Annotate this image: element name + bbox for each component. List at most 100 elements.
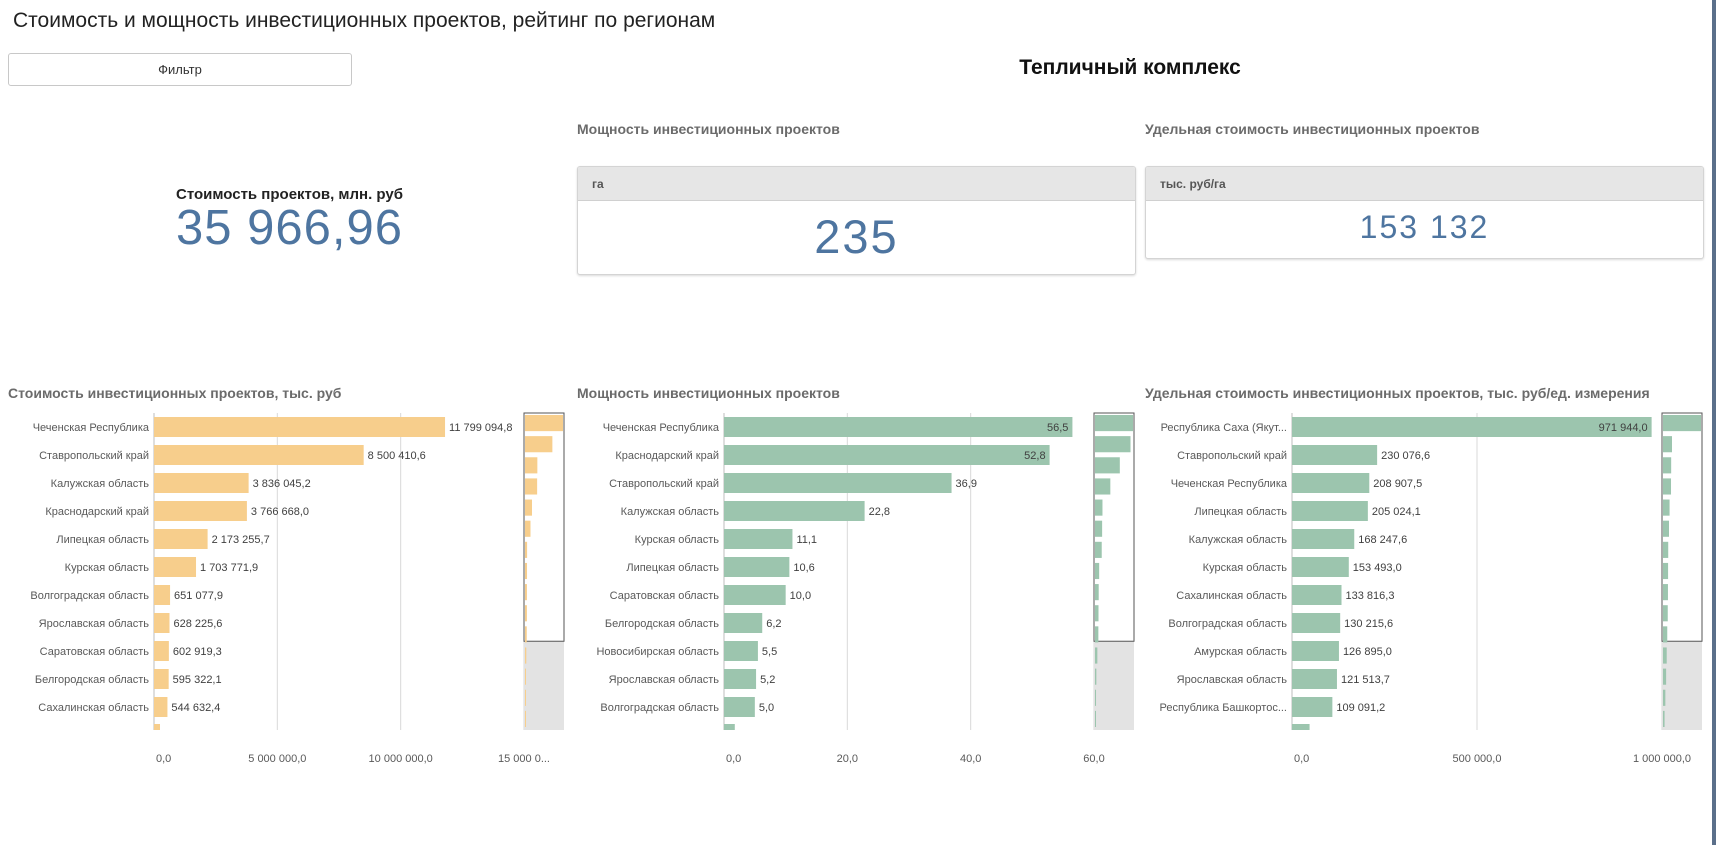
category-label: Ярославская область xyxy=(39,618,150,630)
bar[interactable] xyxy=(154,529,208,549)
minimap-bar xyxy=(525,415,563,432)
filter-button[interactable]: Фильтр xyxy=(8,53,352,86)
data-label: 121 513,7 xyxy=(1341,674,1390,686)
cost-chart-title: Стоимость инвестиционных проектов, тыс. … xyxy=(8,385,342,401)
unit-cost-kpi-card: тыс. руб/га 153 132 xyxy=(1145,166,1704,259)
bar[interactable] xyxy=(1292,613,1341,633)
bar[interactable] xyxy=(724,697,755,717)
bar[interactable] xyxy=(724,669,757,689)
data-label: 2 173 255,7 xyxy=(212,534,270,546)
data-label: 5,0 xyxy=(759,702,774,714)
data-label: 130 215,6 xyxy=(1344,618,1393,630)
data-label: 11 799 094,8 xyxy=(449,422,512,434)
bar[interactable] xyxy=(724,529,793,549)
minimap-bar xyxy=(525,541,528,558)
minimap-bar xyxy=(525,499,532,516)
data-label: 133 816,3 xyxy=(1346,590,1395,602)
bar[interactable] xyxy=(1292,641,1339,661)
data-label: 5,5 xyxy=(762,646,777,658)
capacity-bar-chart[interactable]: 0,0 20,0 40,0 60,0 Чеченская Республика 56,5 К… xyxy=(568,405,1138,775)
bar[interactable] xyxy=(1292,501,1368,521)
minimap-bar xyxy=(525,584,527,601)
capacity-kpi-unit: га xyxy=(578,167,1135,201)
bar[interactable] xyxy=(724,613,763,633)
data-label: 3 766 668,0 xyxy=(251,506,309,518)
minimap-bar xyxy=(525,436,553,453)
minimap-bar xyxy=(1663,499,1670,516)
category-label: Липецкая область xyxy=(1194,506,1287,518)
bar-partial xyxy=(154,724,160,730)
minimap-bar xyxy=(525,710,526,727)
bar[interactable] xyxy=(1292,669,1337,689)
cost-kpi-label: Стоимость проектов, млн. руб xyxy=(176,186,403,203)
minimap-bar xyxy=(1663,520,1670,537)
minimap-bar xyxy=(1095,541,1102,558)
bar[interactable] xyxy=(724,445,1050,465)
bar[interactable] xyxy=(154,641,169,661)
x-tick-label: 500 000,0 xyxy=(1453,753,1502,765)
cost-bar-chart[interactable]: 0,0 5 000 000,0 10 000 000,0 15 000 0... Чеч… xyxy=(0,405,570,775)
x-tick-label: 40,0 xyxy=(960,753,981,765)
minimap-bar xyxy=(1095,478,1111,495)
unit-cost-bar-chart[interactable]: 0,0 500 000,0 1 000 000,0 Республика Саха (… xyxy=(1136,405,1712,775)
bar[interactable] xyxy=(1292,529,1355,549)
minimap-bar xyxy=(1663,668,1667,685)
bar[interactable] xyxy=(724,501,865,521)
minimap-bar xyxy=(1663,689,1666,706)
bar[interactable] xyxy=(154,417,446,437)
minimap-bar xyxy=(525,562,528,580)
x-tick-label: 5 000 000,0 xyxy=(248,753,306,765)
bar[interactable] xyxy=(154,697,168,717)
category-label: Липецкая область xyxy=(626,562,719,574)
minimap-bar xyxy=(1095,499,1103,516)
minimap-bar xyxy=(1095,626,1099,643)
category-label: Сахалинская область xyxy=(1176,590,1287,602)
bar[interactable] xyxy=(1292,473,1370,493)
category-label: Белгородская область xyxy=(35,674,149,686)
page-title: Стоимость и мощность инвестиционных прое… xyxy=(13,9,716,32)
category-label: Курская область xyxy=(65,562,150,574)
data-label: 5,2 xyxy=(760,674,775,686)
data-label: 22,8 xyxy=(869,506,890,518)
bar[interactable] xyxy=(1292,697,1333,717)
bar[interactable] xyxy=(154,613,170,633)
capacity-kpi-card: га 235 xyxy=(577,166,1136,275)
bar[interactable] xyxy=(1292,585,1342,605)
bar[interactable] xyxy=(154,557,197,577)
data-label: 971 944,0 xyxy=(1599,422,1648,434)
bar[interactable] xyxy=(724,417,1073,437)
bar[interactable] xyxy=(724,585,786,605)
bar[interactable] xyxy=(724,473,952,493)
unit-cost-kpi-title: Удельная стоимость инвестиционных проект… xyxy=(1145,121,1480,137)
data-label: 10,6 xyxy=(793,562,814,574)
bar[interactable] xyxy=(724,641,758,661)
bar[interactable] xyxy=(154,501,247,521)
category-label: Волгоградская область xyxy=(1168,618,1287,630)
right-scrollbar[interactable] xyxy=(1712,0,1716,845)
bar[interactable] xyxy=(154,585,171,605)
data-label: 628 225,6 xyxy=(173,618,222,630)
minimap-bar xyxy=(525,457,538,474)
data-label: 230 076,6 xyxy=(1381,450,1430,462)
bar[interactable] xyxy=(1292,557,1349,577)
category-label: Ярославская область xyxy=(1177,674,1288,686)
bar[interactable] xyxy=(154,669,169,689)
x-tick-label: 20,0 xyxy=(837,753,858,765)
category-label: Ставропольский край xyxy=(1177,450,1287,462)
data-label: 11,1 xyxy=(796,534,817,546)
minimap-bar xyxy=(1095,584,1099,601)
capacity-chart-title: Мощность инвестиционных проектов xyxy=(577,385,840,401)
unit-cost-chart-title: Удельная стоимость инвестиционных проект… xyxy=(1145,385,1650,401)
bar[interactable] xyxy=(724,557,790,577)
bar[interactable] xyxy=(154,445,364,465)
bar[interactable] xyxy=(154,473,249,493)
minimap-bar xyxy=(525,647,527,664)
x-tick-label: 0,0 xyxy=(156,753,171,765)
minimap-bar xyxy=(525,668,526,685)
section-subtitle: Тепличный комплекс xyxy=(1019,56,1241,79)
bar[interactable] xyxy=(1292,445,1378,465)
minimap-bar xyxy=(1095,415,1133,432)
bar[interactable] xyxy=(1292,417,1652,437)
minimap-bar xyxy=(1663,647,1667,664)
minimap-bar xyxy=(1095,668,1097,685)
